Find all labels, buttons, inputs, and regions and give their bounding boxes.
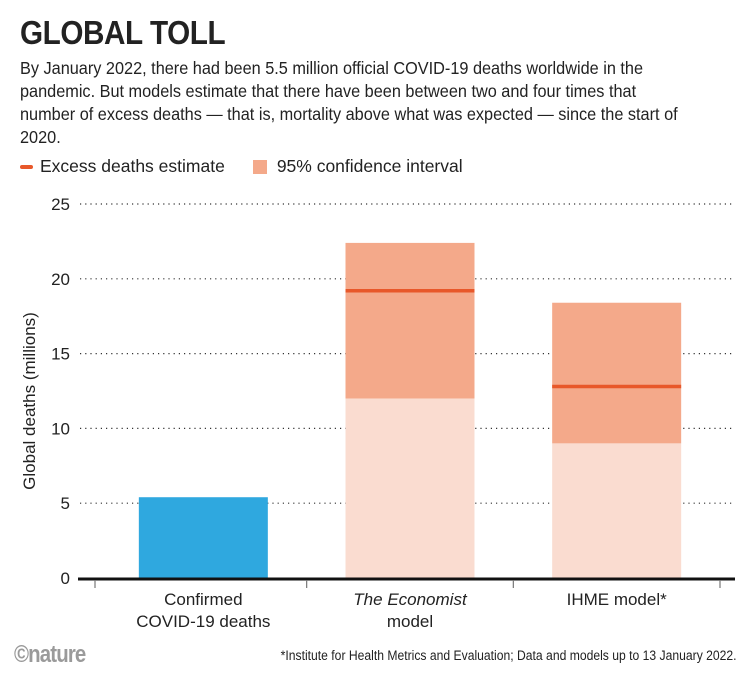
legend-estimate-swatch xyxy=(20,164,33,169)
y-tick-label: 15 xyxy=(51,345,70,364)
x-category-label: The Economist xyxy=(353,590,468,609)
chart-title: GLOBAL TOLL xyxy=(20,14,226,51)
x-category-label: IHME model* xyxy=(567,590,668,609)
y-tick-label: 20 xyxy=(51,270,70,289)
legend-ci-swatch xyxy=(252,159,267,174)
ci-range-bar xyxy=(345,242,475,399)
ci-range-bar xyxy=(552,302,682,444)
y-tick-label: 25 xyxy=(51,195,70,214)
y-tick-label: 10 xyxy=(51,419,70,438)
legend-ci-label: 95% confidence interval xyxy=(276,156,463,176)
chart-subtitle: By January 2022, there had been 5.5 mill… xyxy=(20,58,678,147)
bars xyxy=(138,242,682,578)
legend: Excess deaths estimate 95% confidence in… xyxy=(20,156,463,177)
ci-lower-bar xyxy=(552,443,682,578)
footnote: *Institute for Health Metrics and Evalua… xyxy=(281,648,737,663)
y-tick-labels: 0 5 10 15 20 25 xyxy=(51,195,70,588)
ci-lower-bar xyxy=(345,398,475,578)
x-category-label: Confirmed xyxy=(164,590,242,609)
y-tick-label: 5 xyxy=(61,494,70,513)
nature-logo: ©nature xyxy=(14,641,86,668)
confirmed-deaths-bar xyxy=(138,497,268,578)
legend-estimate-label: Excess deaths estimate xyxy=(40,156,225,176)
x-category-label: model xyxy=(387,612,433,631)
x-category-label: COVID-19 deaths xyxy=(136,612,270,631)
italic-label-part: The Economist xyxy=(353,590,468,609)
x-category-labels: Confirmed COVID-19 deaths The Economist mod… xyxy=(136,590,667,631)
y-axis-label: Global deaths (millions) xyxy=(20,312,39,490)
x-axis xyxy=(78,577,735,588)
y-tick-label: 0 xyxy=(61,569,70,588)
